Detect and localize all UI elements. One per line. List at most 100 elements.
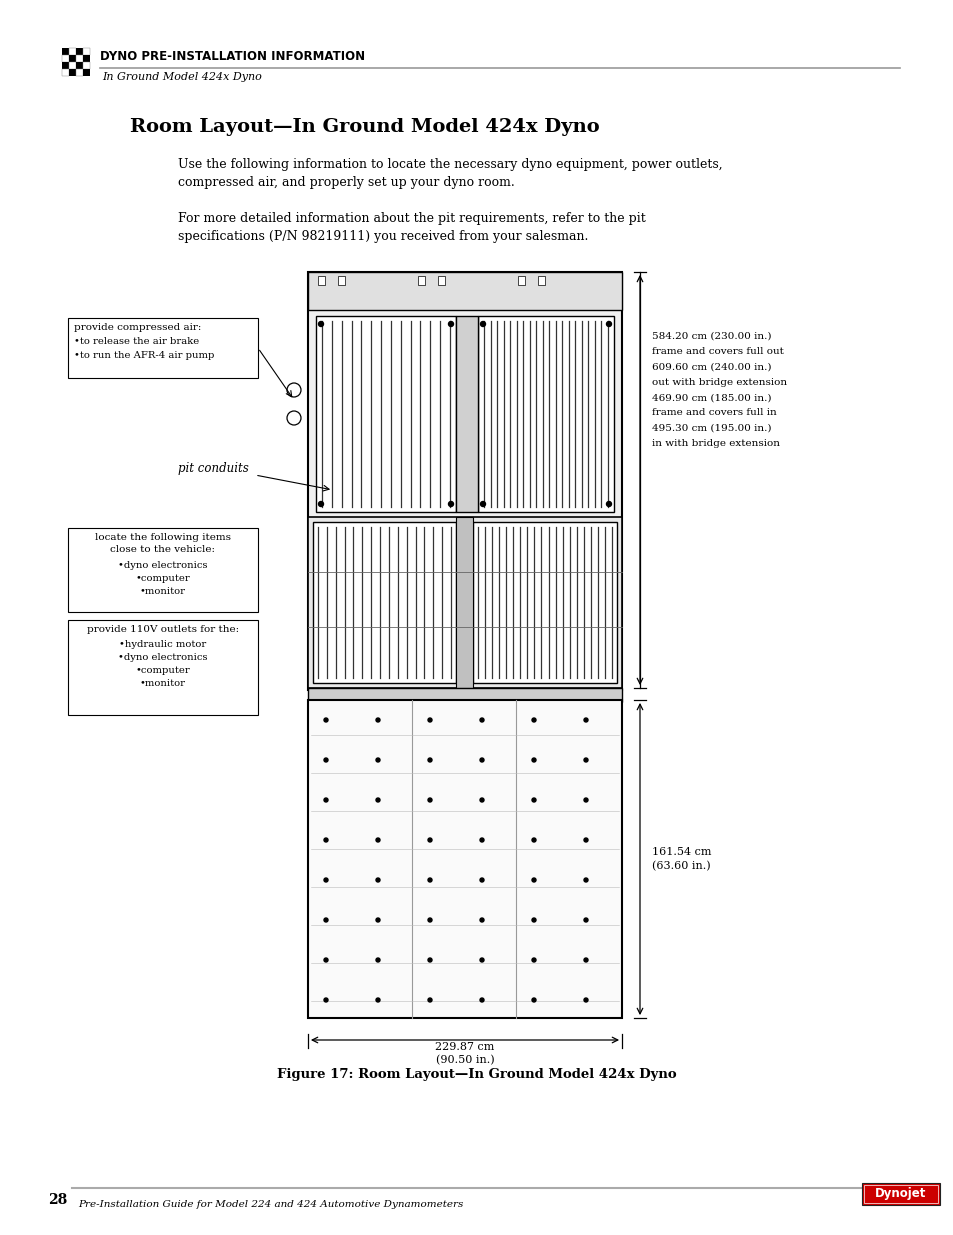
- Circle shape: [606, 501, 611, 506]
- Circle shape: [375, 918, 379, 923]
- Circle shape: [324, 798, 328, 802]
- Circle shape: [318, 321, 323, 326]
- Circle shape: [479, 918, 483, 923]
- Bar: [863, 1186, 937, 1203]
- Circle shape: [583, 998, 587, 1002]
- Text: For more detailed information about the pit requirements, refer to the pit
speci: For more detailed information about the …: [178, 212, 645, 243]
- Circle shape: [532, 758, 536, 762]
- Text: •computer: •computer: [135, 666, 191, 676]
- Circle shape: [583, 718, 587, 722]
- Bar: [456, 316, 477, 513]
- Bar: [537, 275, 544, 285]
- Text: 229.87 cm
(90.50 in.): 229.87 cm (90.50 in.): [435, 1042, 495, 1066]
- Text: provide 110V outlets for the:: provide 110V outlets for the:: [87, 625, 239, 634]
- Circle shape: [479, 718, 483, 722]
- Text: Dynojet: Dynojet: [875, 1188, 925, 1200]
- Circle shape: [375, 958, 379, 962]
- Circle shape: [583, 958, 587, 962]
- Text: •hydraulic motor: •hydraulic motor: [119, 640, 207, 650]
- Circle shape: [532, 798, 536, 802]
- Bar: [76, 56, 83, 62]
- Circle shape: [479, 878, 483, 882]
- Bar: [477, 316, 614, 513]
- Bar: [308, 272, 621, 690]
- Circle shape: [324, 718, 328, 722]
- Circle shape: [583, 839, 587, 842]
- Bar: [68, 529, 257, 613]
- Circle shape: [375, 998, 379, 1002]
- Circle shape: [480, 321, 485, 326]
- Circle shape: [428, 718, 432, 722]
- Text: •computer: •computer: [135, 574, 191, 583]
- Circle shape: [583, 918, 587, 923]
- Circle shape: [583, 758, 587, 762]
- Bar: [69, 62, 76, 69]
- Circle shape: [324, 878, 328, 882]
- Bar: [456, 517, 473, 688]
- Text: Figure 17: Room Layout—In Ground Model 424x Dyno: Figure 17: Room Layout—In Ground Model 4…: [277, 1068, 676, 1081]
- Text: Room Layout—In Ground Model 424x Dyno: Room Layout—In Ground Model 424x Dyno: [130, 119, 599, 136]
- Circle shape: [583, 878, 587, 882]
- Text: •dyno electronics: •dyno electronics: [118, 561, 208, 571]
- Text: •to release the air brake: •to release the air brake: [74, 337, 199, 346]
- Bar: [517, 275, 524, 285]
- Bar: [83, 69, 90, 77]
- Text: 161.54 cm
(63.60 in.): 161.54 cm (63.60 in.): [651, 847, 711, 871]
- Bar: [308, 517, 621, 688]
- Circle shape: [479, 798, 483, 802]
- Text: provide compressed air:: provide compressed air:: [74, 324, 201, 332]
- Bar: [83, 48, 90, 56]
- Circle shape: [375, 798, 379, 802]
- Circle shape: [428, 798, 432, 802]
- Circle shape: [324, 958, 328, 962]
- Circle shape: [318, 501, 323, 506]
- Text: •monitor: •monitor: [140, 679, 186, 688]
- Circle shape: [324, 998, 328, 1002]
- Circle shape: [375, 878, 379, 882]
- Circle shape: [532, 958, 536, 962]
- Circle shape: [479, 758, 483, 762]
- Bar: [473, 522, 617, 683]
- Circle shape: [532, 918, 536, 923]
- Bar: [62, 69, 69, 77]
- Circle shape: [606, 321, 611, 326]
- Circle shape: [428, 758, 432, 762]
- Circle shape: [532, 998, 536, 1002]
- Circle shape: [448, 321, 453, 326]
- Circle shape: [532, 878, 536, 882]
- Text: locate the following items
close to the vehicle:: locate the following items close to the …: [95, 534, 231, 555]
- Circle shape: [324, 839, 328, 842]
- Text: •monitor: •monitor: [140, 587, 186, 597]
- Circle shape: [479, 839, 483, 842]
- Bar: [862, 1183, 939, 1205]
- Bar: [69, 56, 76, 62]
- Circle shape: [448, 501, 453, 506]
- Text: Pre-Installation Guide for Model 224 and 424 Automotive Dynamometers: Pre-Installation Guide for Model 224 and…: [78, 1200, 463, 1209]
- Circle shape: [375, 839, 379, 842]
- Text: In Ground Model 424x Dyno: In Ground Model 424x Dyno: [102, 72, 262, 82]
- Bar: [313, 522, 456, 683]
- Bar: [308, 272, 621, 310]
- Bar: [76, 69, 83, 77]
- Bar: [317, 275, 325, 285]
- Text: Use the following information to locate the necessary dyno equipment, power outl: Use the following information to locate …: [178, 158, 721, 189]
- Circle shape: [428, 998, 432, 1002]
- Bar: [417, 275, 424, 285]
- Text: 28: 28: [48, 1193, 67, 1207]
- Bar: [68, 317, 257, 378]
- Text: 584.20 cm (230.00 in.)
frame and covers full out
609.60 cm (240.00 in.)
out with: 584.20 cm (230.00 in.) frame and covers …: [651, 332, 786, 448]
- Bar: [437, 275, 444, 285]
- Bar: [308, 700, 621, 1018]
- Circle shape: [324, 918, 328, 923]
- Bar: [83, 62, 90, 69]
- Circle shape: [428, 958, 432, 962]
- Text: •dyno electronics: •dyno electronics: [118, 653, 208, 662]
- Bar: [83, 56, 90, 62]
- Bar: [308, 688, 621, 701]
- Bar: [337, 275, 345, 285]
- Circle shape: [532, 718, 536, 722]
- Bar: [315, 316, 456, 513]
- Circle shape: [532, 839, 536, 842]
- Bar: [69, 48, 76, 56]
- Circle shape: [428, 839, 432, 842]
